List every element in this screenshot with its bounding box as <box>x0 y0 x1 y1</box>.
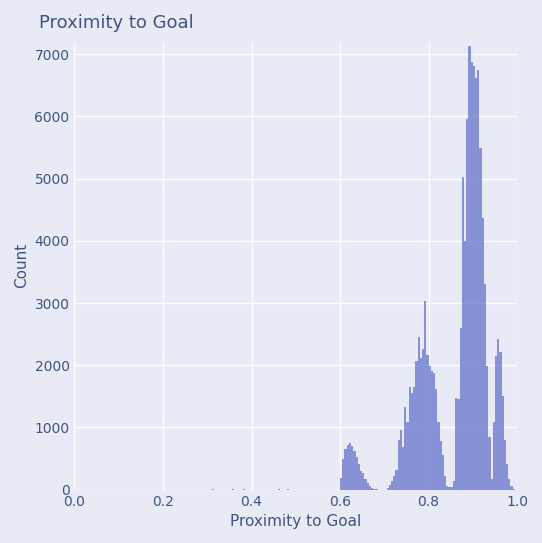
Bar <box>351 446 353 490</box>
Bar <box>364 479 366 490</box>
Bar <box>493 421 495 490</box>
Bar <box>457 400 460 490</box>
Bar <box>369 486 371 490</box>
Y-axis label: Count: Count <box>14 243 29 288</box>
Bar <box>462 176 464 490</box>
Bar <box>460 329 462 490</box>
Bar <box>442 456 444 490</box>
X-axis label: Proximity to Goal: Proximity to Goal <box>230 514 362 529</box>
Bar <box>427 355 429 490</box>
Bar <box>491 479 493 490</box>
Bar <box>413 387 415 490</box>
Bar <box>360 471 362 490</box>
Bar <box>358 464 360 490</box>
Bar <box>440 441 442 490</box>
Bar <box>393 476 395 490</box>
Bar <box>411 393 413 490</box>
Bar <box>499 352 501 490</box>
Bar <box>464 241 466 490</box>
Bar <box>422 349 424 490</box>
Text: Proximity to Goal: Proximity to Goal <box>39 14 194 32</box>
Bar <box>415 361 417 490</box>
Bar <box>371 488 373 490</box>
Bar <box>402 447 404 490</box>
Bar <box>508 479 511 490</box>
Bar <box>342 459 345 490</box>
Bar <box>497 339 499 490</box>
Bar <box>453 481 455 490</box>
Bar <box>501 396 504 490</box>
Bar <box>437 422 440 490</box>
Bar <box>468 46 470 490</box>
Bar <box>395 470 398 490</box>
Bar <box>455 398 457 490</box>
Bar <box>495 356 497 490</box>
Bar <box>429 367 431 490</box>
Bar <box>484 283 486 490</box>
Bar <box>400 430 402 490</box>
Bar <box>433 374 435 490</box>
Bar <box>389 485 391 490</box>
Bar <box>424 301 427 490</box>
Bar <box>366 483 369 490</box>
Bar <box>431 371 433 490</box>
Bar <box>386 488 389 490</box>
Bar <box>347 445 349 490</box>
Bar <box>435 389 437 490</box>
Bar <box>488 437 491 490</box>
Bar <box>356 457 358 490</box>
Bar <box>451 487 453 490</box>
Bar <box>420 358 422 490</box>
Bar <box>444 476 446 490</box>
Bar <box>470 62 473 490</box>
Bar <box>475 78 478 490</box>
Bar <box>362 473 364 490</box>
Bar <box>486 366 488 490</box>
Bar <box>404 407 406 490</box>
Bar <box>409 387 411 490</box>
Bar <box>349 443 351 490</box>
Bar <box>511 485 513 490</box>
Bar <box>480 148 482 490</box>
Bar <box>466 118 468 490</box>
Bar <box>482 218 484 490</box>
Bar <box>446 487 448 490</box>
Bar <box>504 440 506 490</box>
Bar <box>473 66 475 490</box>
Bar <box>506 464 508 490</box>
Bar <box>513 489 515 490</box>
Bar <box>340 478 342 490</box>
Bar <box>391 481 393 490</box>
Bar <box>448 487 451 490</box>
Bar <box>353 451 356 490</box>
Bar <box>398 440 400 490</box>
Bar <box>417 337 420 490</box>
Bar <box>373 489 376 490</box>
Bar <box>478 70 480 490</box>
Bar <box>345 449 347 490</box>
Bar <box>406 422 409 490</box>
